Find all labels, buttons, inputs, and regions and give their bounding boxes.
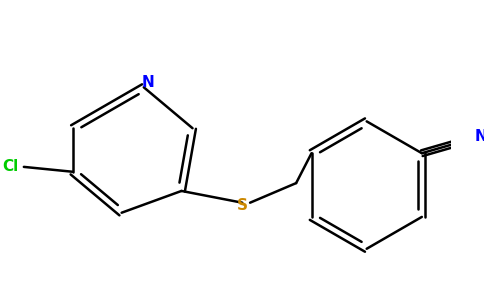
Text: N: N (474, 129, 484, 144)
Text: N: N (141, 75, 154, 90)
Text: S: S (237, 198, 248, 213)
Text: Cl: Cl (3, 159, 19, 174)
